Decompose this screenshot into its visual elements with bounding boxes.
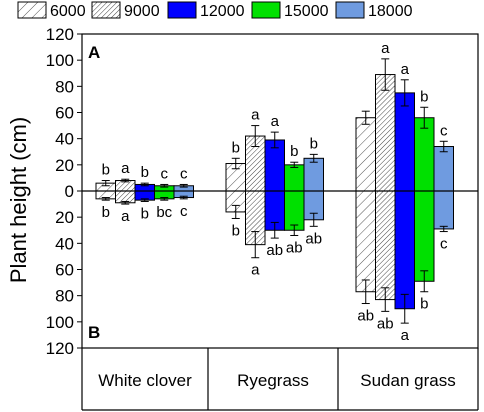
y-tick-label: 60 <box>55 104 74 123</box>
y-tick-label: 120 <box>46 25 74 44</box>
significance-letter: ab <box>305 230 322 247</box>
significance-letter: a <box>121 160 130 177</box>
legend-swatch <box>167 1 197 19</box>
legend-swatch <box>91 1 121 19</box>
y-axis-title: Plant height (cm) <box>6 117 31 283</box>
y-tick-label: 100 <box>46 51 74 70</box>
y-tick-label: 80 <box>55 287 74 306</box>
bar-top <box>375 74 396 192</box>
significance-letter: b <box>102 162 110 179</box>
bar-bottom <box>375 190 396 301</box>
significance-letter: b <box>420 296 428 313</box>
y-tick-label: 0 <box>65 182 74 201</box>
y-tick-label: 40 <box>55 130 74 149</box>
legend-label: 6000 <box>50 3 86 20</box>
legend-label: 12000 <box>200 3 245 20</box>
y-axis: 120 100 80 60 40 20 0 20 40 60 80 100 120 <box>46 25 82 358</box>
y-tick-label: 100 <box>46 313 74 332</box>
legend-swatch <box>335 1 365 19</box>
category-table: White clover Ryegrass Sudan grass <box>81 348 479 411</box>
significance-letter: b <box>102 204 110 221</box>
significance-letter: b <box>420 88 428 105</box>
legend: 6000 9000 12000 15000 18000 <box>17 1 413 20</box>
significance-letter: a <box>381 40 390 57</box>
bar-bottom <box>284 190 305 231</box>
bar-top <box>394 92 415 192</box>
bar-bottom <box>394 190 415 310</box>
bar-top <box>355 117 376 192</box>
significance-letter: ab <box>377 315 394 332</box>
bar-bottom <box>355 190 376 293</box>
significance-letter: b <box>232 222 240 239</box>
bar-top <box>284 164 305 192</box>
significance-letter: c <box>161 165 169 182</box>
significance-letter: c <box>440 236 448 253</box>
panel-label-b: B <box>88 323 100 342</box>
y-tick-label: 20 <box>55 156 74 175</box>
bar-top <box>414 117 435 192</box>
significance-letter: ab <box>357 308 374 325</box>
significance-letter: b <box>141 205 149 222</box>
bar-top <box>303 157 324 192</box>
bar-bottom <box>414 190 435 282</box>
significance-letter: b <box>232 139 240 156</box>
significance-letter: c <box>180 165 188 182</box>
significance-letter: c <box>440 122 448 139</box>
significance-letter: ab <box>286 239 303 256</box>
significance-letter: b <box>141 164 149 181</box>
significance-letter: ab <box>266 242 283 259</box>
category-label: Sudan grass <box>360 371 455 390</box>
significance-letter: bc <box>156 204 172 221</box>
legend-label: 18000 <box>368 3 413 20</box>
bar-top <box>433 146 454 192</box>
legend-swatch <box>251 1 281 19</box>
significance-letter: a <box>251 107 260 124</box>
y-tick-label: 40 <box>55 234 74 253</box>
significance-letter: a <box>401 61 410 78</box>
legend-swatch <box>17 1 47 19</box>
panel-label-a: A <box>88 43 100 62</box>
legend-label: 15000 <box>284 3 329 20</box>
significance-letter: a <box>401 327 410 344</box>
significance-letter: a <box>251 262 260 279</box>
category-label: White clover <box>98 371 192 390</box>
significance-letter: a <box>121 208 130 225</box>
significance-letter: a <box>271 113 280 130</box>
category-label: Ryegrass <box>237 371 309 390</box>
significance-letter: c <box>180 203 188 220</box>
y-tick-label: 120 <box>46 339 74 358</box>
y-tick-label: 20 <box>55 208 74 227</box>
bar-bottom <box>433 190 454 230</box>
y-tick-label: 80 <box>55 77 74 96</box>
significance-letter: b <box>310 135 318 152</box>
legend-label: 9000 <box>124 3 160 20</box>
significance-letter: b <box>290 143 298 160</box>
y-tick-label: 60 <box>55 261 74 280</box>
